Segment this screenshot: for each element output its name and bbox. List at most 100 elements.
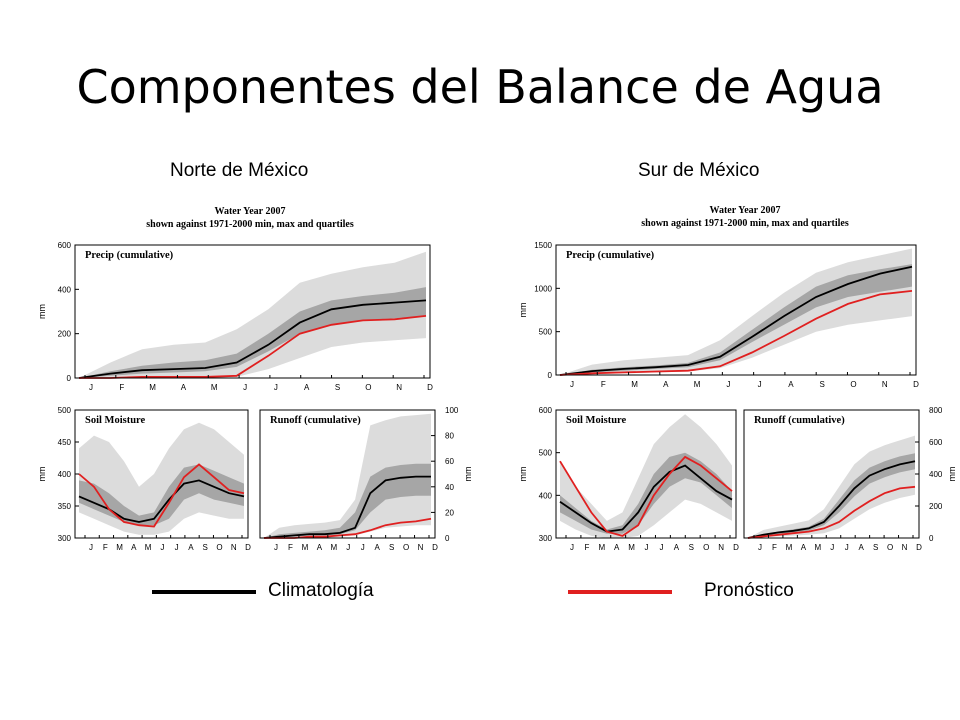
x-tick-label: J [726, 380, 730, 389]
x-tick-label: J [758, 543, 762, 552]
minmax-band [560, 414, 732, 538]
x-tick-label: J [845, 543, 849, 552]
x-tick-label: O [703, 543, 709, 552]
legend-climatology-label: Climatología [268, 580, 374, 601]
x-tick-label: A [181, 383, 187, 392]
x-tick-label: O [887, 543, 893, 552]
x-tick-label: J [274, 383, 278, 392]
x-tick-label: N [396, 383, 402, 392]
plot-frame [259, 409, 436, 539]
y-tick-label: 100 [445, 406, 459, 415]
x-tick-label: J [830, 543, 834, 552]
y-tick-label: 500 [539, 449, 553, 458]
x-tick-label: M [598, 543, 605, 552]
chart-title: Soil Moisture [85, 415, 146, 426]
x-tick-label: M [211, 383, 218, 392]
forecast-line [79, 315, 427, 379]
y-tick-label: 400 [539, 491, 553, 500]
minmax-band [748, 435, 915, 538]
x-tick-label: J [243, 383, 247, 392]
x-tick-label: J [570, 543, 574, 552]
x-tick-label: J [89, 543, 93, 552]
x-tick-label: D [913, 380, 919, 389]
quartile-band [79, 464, 244, 526]
y-tick-label: 40 [445, 483, 454, 492]
chart-title: Runoff (cumulative) [754, 415, 845, 426]
x-tick-label: S [820, 380, 825, 389]
y-axis-label: mm [518, 303, 528, 318]
x-tick-label: M [631, 380, 638, 389]
climatology-line [78, 299, 427, 379]
north-precip-chart: Precip (cumulative) 0 200 400 600 mm J F M A M J J A S… [37, 241, 433, 392]
x-tick-label: D [245, 543, 251, 552]
x-tick-label: O [365, 383, 371, 392]
x-tick-label: F [103, 543, 108, 552]
x-tick-label: A [317, 543, 323, 552]
y-tick-label: 0 [548, 371, 553, 380]
y-tick-label: 600 [539, 406, 553, 415]
climatology-line [747, 460, 916, 539]
y-tick-label: 800 [929, 406, 943, 415]
y-axis-label: mm [37, 304, 47, 319]
minmax-band [264, 413, 431, 538]
plot-area: Precip (cumulative) 0 500 1000 1500 mm J F M A M J J… [518, 241, 919, 389]
x-tick-label: N [718, 543, 724, 552]
plot-frame [555, 244, 917, 376]
x-tick-label: A [859, 543, 865, 552]
forecast-line [747, 485, 916, 539]
plot-area: Precip (cumulative) 0 200 400 600 mm J F M A M J J A S… [37, 241, 433, 392]
y-axis-label: mm [947, 467, 957, 482]
y-axis-label: mm [463, 467, 473, 482]
y-tick-label: 0 [929, 534, 934, 543]
x-tick-label: J [274, 543, 278, 552]
x-tick-label: N [902, 543, 908, 552]
y-tick-label: 500 [58, 406, 72, 415]
x-tick-label: J [361, 543, 365, 552]
x-tick-label: F [601, 380, 606, 389]
x-tick-label: S [689, 543, 694, 552]
x-tick-label: J [570, 380, 574, 389]
minmax-band [79, 251, 426, 378]
x-tick-label: M [628, 543, 635, 552]
x-tick-label: D [733, 543, 739, 552]
x-tick-label: M [145, 543, 152, 552]
x-tick-label: M [814, 543, 821, 552]
x-tick-label: J [659, 543, 663, 552]
x-tick-label: J [175, 543, 179, 552]
figure-title-north: Water Year 2007 shown against 1971-2000 … [60, 205, 440, 231]
x-tick-label: F [119, 383, 124, 392]
y-tick-label: 300 [58, 534, 72, 543]
forecast-line [559, 290, 913, 376]
forecast-line [78, 463, 245, 528]
x-tick-label: F [288, 543, 293, 552]
y-tick-label: 500 [539, 328, 553, 337]
x-tick-label: N [418, 543, 424, 552]
figure-title-line2: shown against 1971-2000 min, max and qua… [146, 219, 354, 230]
x-tick-label: O [850, 380, 856, 389]
x-tick-label: M [116, 543, 123, 552]
plot-frame [555, 409, 737, 539]
quartile-band [79, 287, 426, 378]
x-tick-label: S [203, 543, 208, 552]
quartile-band [560, 452, 732, 534]
x-tick-label: O [403, 543, 409, 552]
region-label-south: Sur de México [638, 160, 760, 181]
region-label-north: Norte de México [170, 160, 309, 181]
x-tick-label: D [432, 543, 438, 552]
x-tick-label: A [663, 380, 669, 389]
y-tick-label: 80 [445, 432, 454, 441]
x-tick-label: M [694, 380, 701, 389]
y-tick-label: 600 [58, 241, 72, 250]
legend-forecast-label: Pronóstico [704, 580, 794, 601]
chart-title: Precip (cumulative) [566, 250, 655, 261]
chart-title: Soil Moisture [566, 415, 627, 426]
y-tick-label: 200 [929, 502, 943, 511]
forecast-line [559, 455, 733, 537]
x-tick-label: M [786, 543, 793, 552]
